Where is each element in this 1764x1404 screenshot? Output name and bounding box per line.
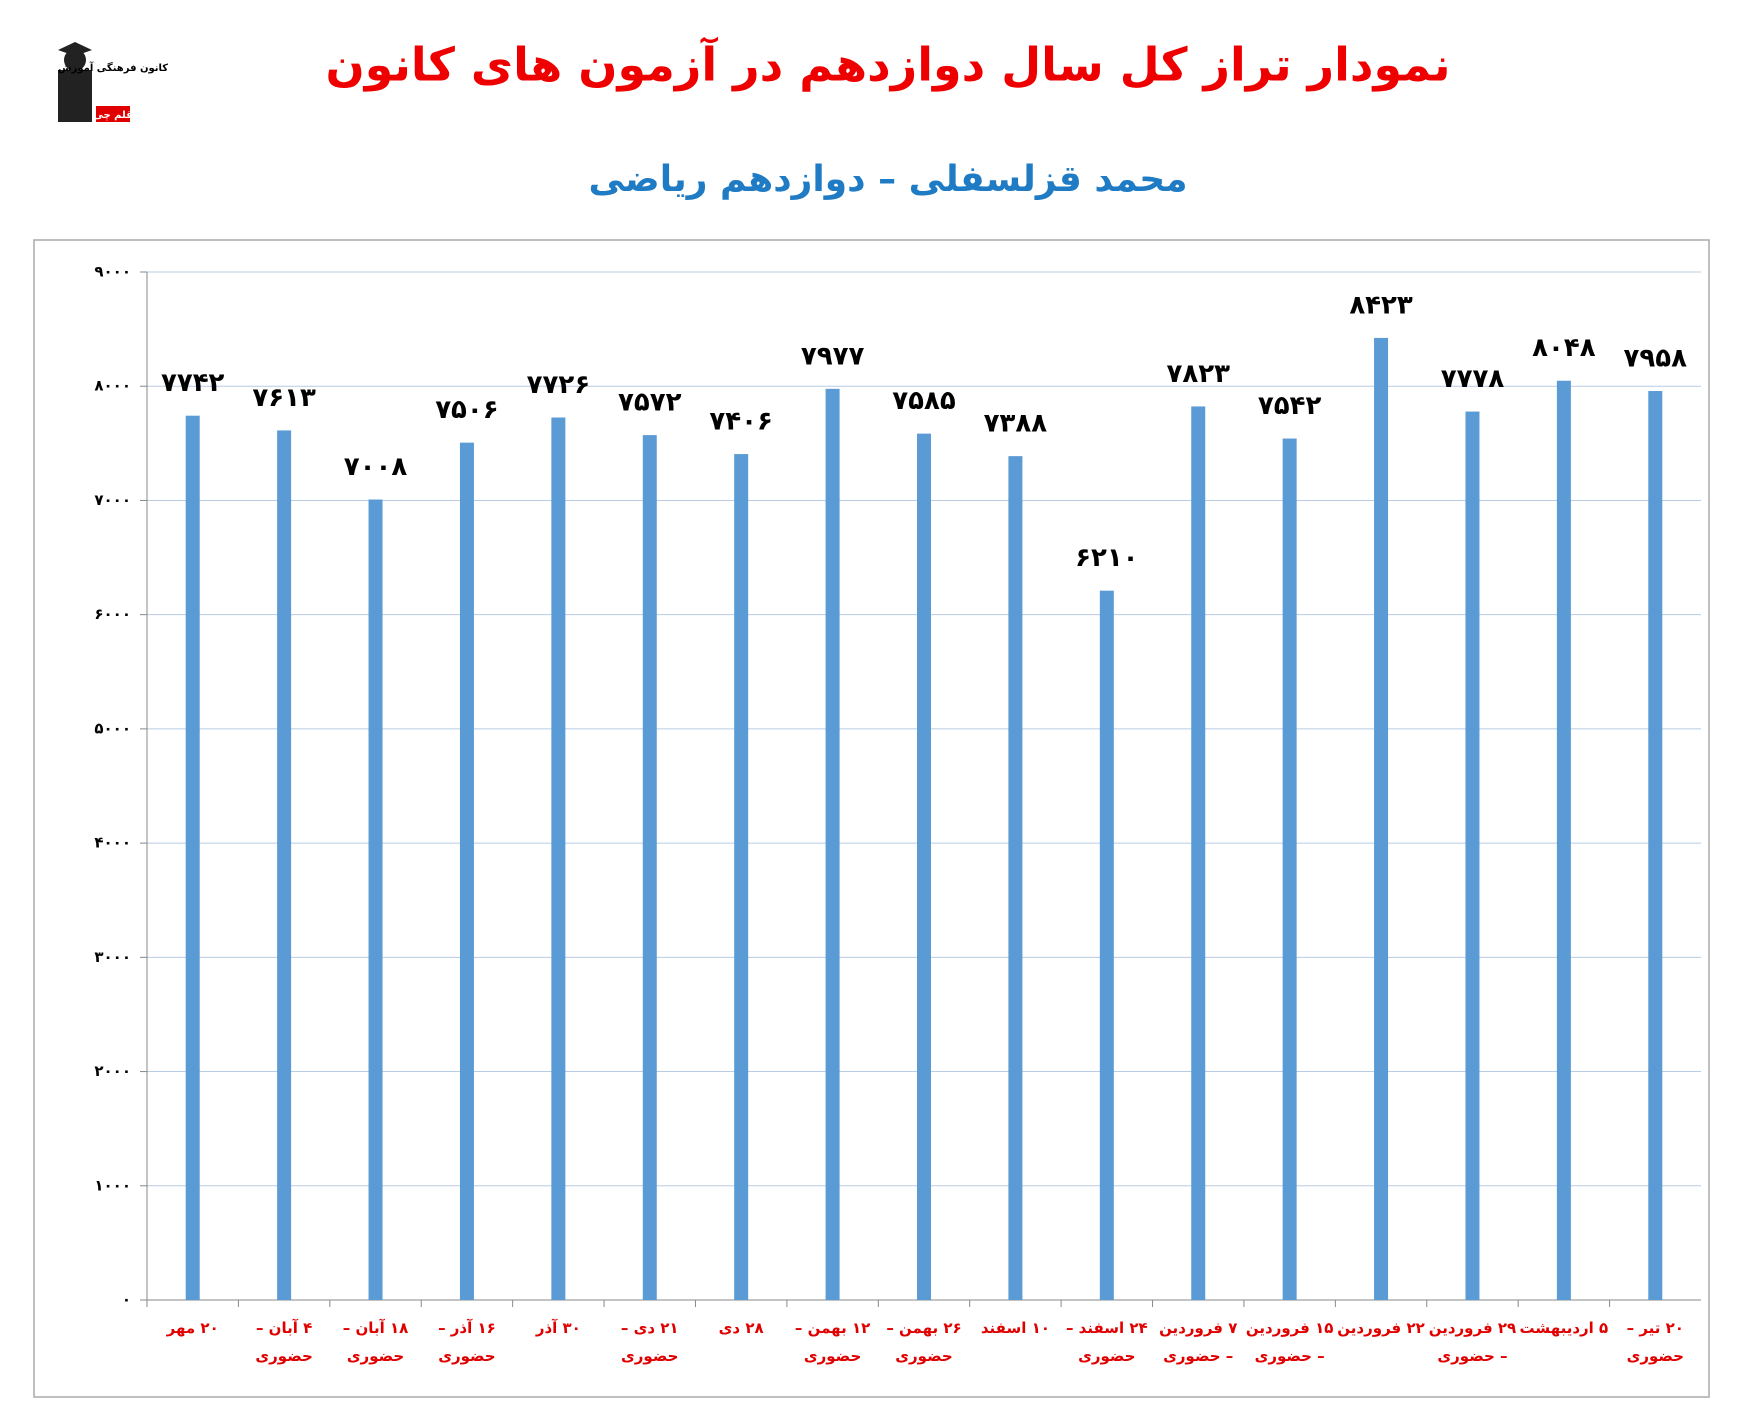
y-tick-label: ۵۰۰۰: [94, 719, 131, 737]
bar: [1556, 380, 1571, 1300]
value-label: ۷۵۰۶: [435, 395, 498, 425]
x-tick-label: ۲۸ دی: [718, 1319, 764, 1337]
y-tick-label: ۲۰۰۰: [94, 1062, 131, 1080]
bar: [185, 415, 200, 1301]
x-tick-label: ۲۰ تیر – حضوری: [1626, 1319, 1684, 1365]
value-label: ۷۷۴۲: [161, 368, 225, 398]
chart-subtitle: محمد قزلسفلی – دوازدهم ریاضی: [589, 159, 1188, 200]
bar: [551, 417, 566, 1300]
x-tick-label: ۲۶ بهمن – حضوری: [886, 1319, 962, 1365]
logo-badge: [96, 106, 130, 122]
bar: [825, 388, 840, 1300]
value-label: ۸۰۴۸: [1532, 333, 1596, 363]
value-label: ۷۷۷۸: [1441, 364, 1505, 394]
x-tick-label: ۲۴ اسفند – حضوری: [1065, 1319, 1148, 1365]
logo: کانون فرهنگی آموزش قلم چی: [58, 42, 168, 122]
value-label: ۷۰۰۸: [344, 452, 408, 482]
y-tick-label: ۰: [122, 1291, 131, 1309]
logo-figure: [58, 70, 92, 122]
y-tick-label: ۴۰۰۰: [94, 834, 131, 852]
x-tick-label: ۷ فروردین – حضوری: [1159, 1319, 1238, 1365]
value-label: ۷۷۲۶: [527, 370, 590, 400]
value-label: ۷۸۲۳: [1166, 359, 1230, 389]
bar: [642, 435, 657, 1300]
bar: [368, 499, 383, 1301]
value-label: ۷۳۸۸: [984, 409, 1048, 439]
x-tick-label: ۵ اردیبهشت: [1519, 1319, 1609, 1337]
x-tick-label: ۱۶ آذر – حضوری: [438, 1319, 496, 1365]
y-tick-label: ۷۰۰۰: [94, 491, 131, 509]
bar: [1465, 411, 1480, 1300]
y-tick-label: ۹۰۰۰: [94, 263, 131, 281]
x-tick-label: ۱۵ فروردین – حضوری: [1245, 1319, 1334, 1365]
value-label: ۷۹۵۸: [1624, 344, 1688, 374]
logo-cap: [58, 42, 92, 56]
x-tick-label: ۱۰ اسفند: [980, 1319, 1050, 1337]
value-label: ۸۴۲۳: [1349, 290, 1413, 320]
bar: [459, 442, 474, 1300]
bar: [1282, 438, 1297, 1300]
x-tick-label: ۲۰ مهر: [166, 1319, 219, 1337]
value-label: ۷۹۷۷: [801, 341, 865, 371]
y-tick-label: ۸۰۰۰: [94, 377, 131, 395]
logo-head: [64, 49, 86, 71]
bar: [1374, 337, 1389, 1300]
chart-frame: [33, 239, 1710, 1398]
bar: [1191, 406, 1206, 1300]
bar: [1008, 456, 1023, 1300]
x-tick-label: ۱۲ بهمن – حضوری: [794, 1319, 871, 1365]
bar: [917, 433, 931, 1300]
chart-title: نمودار تراز کل سال دوازدهم در آزمون های …: [326, 37, 1451, 92]
y-tick-label: ۶۰۰۰: [94, 605, 131, 623]
value-label: ۷۶۱۳: [252, 383, 316, 413]
x-tick-label: ۲۹ فروردین – حضوری: [1428, 1319, 1517, 1365]
value-label: ۷۵۴۲: [1258, 391, 1322, 421]
bar: [734, 454, 749, 1301]
bar: [1099, 590, 1114, 1300]
x-tick-label: ۲۲ فروردین: [1337, 1319, 1425, 1337]
bar: [1648, 391, 1663, 1301]
y-tick-label: ۳۰۰۰: [94, 948, 131, 966]
logo-brand: قلم چی: [93, 110, 132, 121]
value-label: ۷۴۰۶: [709, 407, 772, 437]
x-tick-label: ۲۱ دی – حضوری: [620, 1319, 679, 1365]
bar: [277, 430, 292, 1300]
x-tick-label: ۴ آبان – حضوری: [255, 1319, 313, 1365]
value-label: ۷۵۸۵: [892, 386, 956, 416]
x-tick-label: ۱۸ آبان – حضوری: [342, 1319, 409, 1365]
value-label: ۷۵۷۲: [618, 388, 682, 418]
x-tick-label: ۳۰ آذر: [535, 1319, 581, 1337]
logo-name: کانون فرهنگی آموزش: [58, 61, 168, 74]
y-tick-label: ۱۰۰۰: [94, 1176, 131, 1194]
value-label: ۶۲۱۰: [1075, 543, 1138, 573]
